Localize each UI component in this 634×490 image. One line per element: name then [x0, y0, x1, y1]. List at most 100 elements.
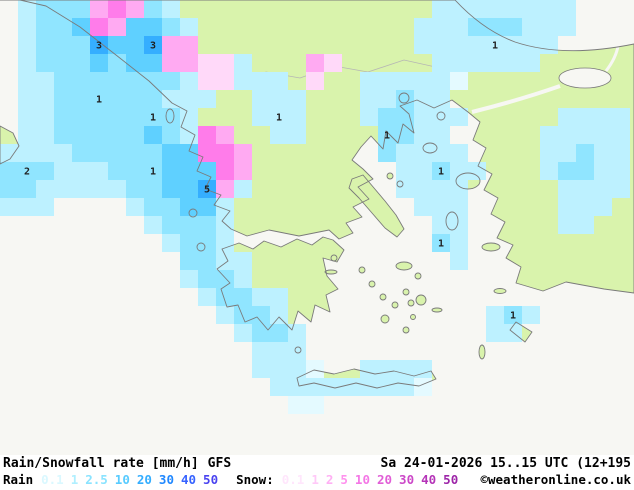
precip-cell — [36, 144, 54, 162]
copyright: ©weatheronline.co.uk — [480, 472, 631, 487]
precip-cell — [450, 36, 468, 54]
legend-scale-row: Rain 0.1 1 2.5 10 20 30 40 50 Snow: 0.1 1 2 5 10 20 3… — [0, 471, 634, 487]
precip-cell — [108, 18, 126, 36]
precip-cell — [144, 18, 162, 36]
precip-cell — [180, 216, 198, 234]
weather-map-svg: 3 3 1 1 1 1 1 2 1 5 1 1 1 — [0, 0, 634, 455]
precip-cell — [360, 378, 378, 396]
dardanelles-strait — [471, 84, 561, 114]
precip-cell — [594, 108, 612, 126]
precip-cell — [0, 198, 18, 216]
precip-cell — [72, 162, 90, 180]
precip-cell — [18, 72, 36, 90]
precip-cell — [396, 378, 414, 396]
legend-title-row: Rain/Snowfall rate [mm/h] GFS Sa 24-01-20… — [0, 455, 634, 471]
precip-cell — [594, 198, 612, 216]
precip-cell — [360, 108, 378, 126]
precip-cell — [216, 162, 234, 180]
precip-cell — [216, 306, 234, 324]
precip-cell — [414, 126, 432, 144]
precip-cell — [162, 162, 180, 180]
precip-cell — [576, 126, 594, 144]
precip-cell — [54, 90, 72, 108]
precip-cell — [234, 270, 252, 288]
precip-cell — [432, 36, 450, 54]
precip-cell — [270, 342, 288, 360]
precip-cell — [504, 324, 522, 342]
precip-cell — [234, 144, 252, 162]
precip-cell — [252, 288, 270, 306]
precip-cell — [288, 324, 306, 342]
precip-cell — [396, 162, 414, 180]
precip-cell — [90, 72, 108, 90]
precip-cell — [126, 54, 144, 72]
precip-cell — [198, 54, 216, 72]
precip-cell — [72, 90, 90, 108]
rain-scale: 0.1 1 2.5 10 20 30 40 50 — [41, 472, 218, 487]
precip-cell — [396, 126, 414, 144]
precip-cell — [18, 18, 36, 36]
precip-cell — [288, 108, 306, 126]
precip-cell — [234, 54, 252, 72]
precip-cell — [270, 306, 288, 324]
precip-cell — [0, 162, 18, 180]
precip-cell — [108, 162, 126, 180]
snow-scale-label: Snow: — [236, 472, 274, 487]
precip-cell — [144, 0, 162, 18]
precip-cell — [432, 198, 450, 216]
precip-cell — [216, 234, 234, 252]
precip-cell — [414, 162, 432, 180]
precip-cell — [18, 36, 36, 54]
precip-cell — [126, 90, 144, 108]
precip-cell — [450, 198, 468, 216]
precip-cell — [72, 144, 90, 162]
precip-value-label: 1 — [276, 113, 282, 124]
precip-cell — [252, 306, 270, 324]
precip-cell — [558, 108, 576, 126]
precip-cell — [108, 126, 126, 144]
precip-cell — [126, 180, 144, 198]
precip-cell — [486, 0, 504, 18]
scale-value: 30 — [399, 472, 415, 487]
precip-cell — [72, 0, 90, 18]
precip-cell — [18, 54, 36, 72]
precip-cell — [0, 144, 18, 162]
precip-cell — [540, 36, 558, 54]
precip-cell — [36, 108, 54, 126]
precip-cell — [504, 54, 522, 72]
precip-cell — [90, 162, 108, 180]
precip-cell — [162, 36, 180, 54]
precip-value-label: 3 — [96, 41, 102, 52]
scale-value: 1 — [311, 472, 319, 487]
precip-cell — [234, 72, 252, 90]
precip-cell — [162, 198, 180, 216]
precip-cell — [234, 288, 252, 306]
precip-cell — [396, 144, 414, 162]
precip-cell — [594, 180, 612, 198]
precip-cell — [504, 36, 522, 54]
precip-cell — [450, 18, 468, 36]
precip-cell — [126, 162, 144, 180]
precip-cell — [504, 0, 522, 18]
precip-cell — [306, 54, 324, 72]
precip-cell — [216, 270, 234, 288]
precip-cell — [90, 54, 108, 72]
precip-cell — [540, 18, 558, 36]
precip-cell — [216, 54, 234, 72]
precip-cell — [54, 54, 72, 72]
precip-cell — [414, 378, 432, 396]
precip-cell — [144, 108, 162, 126]
precip-cell — [144, 90, 162, 108]
precip-cell — [594, 162, 612, 180]
precip-cell — [162, 0, 180, 18]
precip-cell — [54, 18, 72, 36]
precip-cell — [306, 72, 324, 90]
precip-value-label: 5 — [204, 185, 210, 196]
precip-cell — [360, 360, 378, 378]
precip-cell — [90, 126, 108, 144]
sea-of-marmara — [558, 67, 612, 89]
precip-cell — [288, 378, 306, 396]
precip-cell — [36, 126, 54, 144]
precip-cell — [90, 36, 108, 54]
precip-cell — [36, 198, 54, 216]
